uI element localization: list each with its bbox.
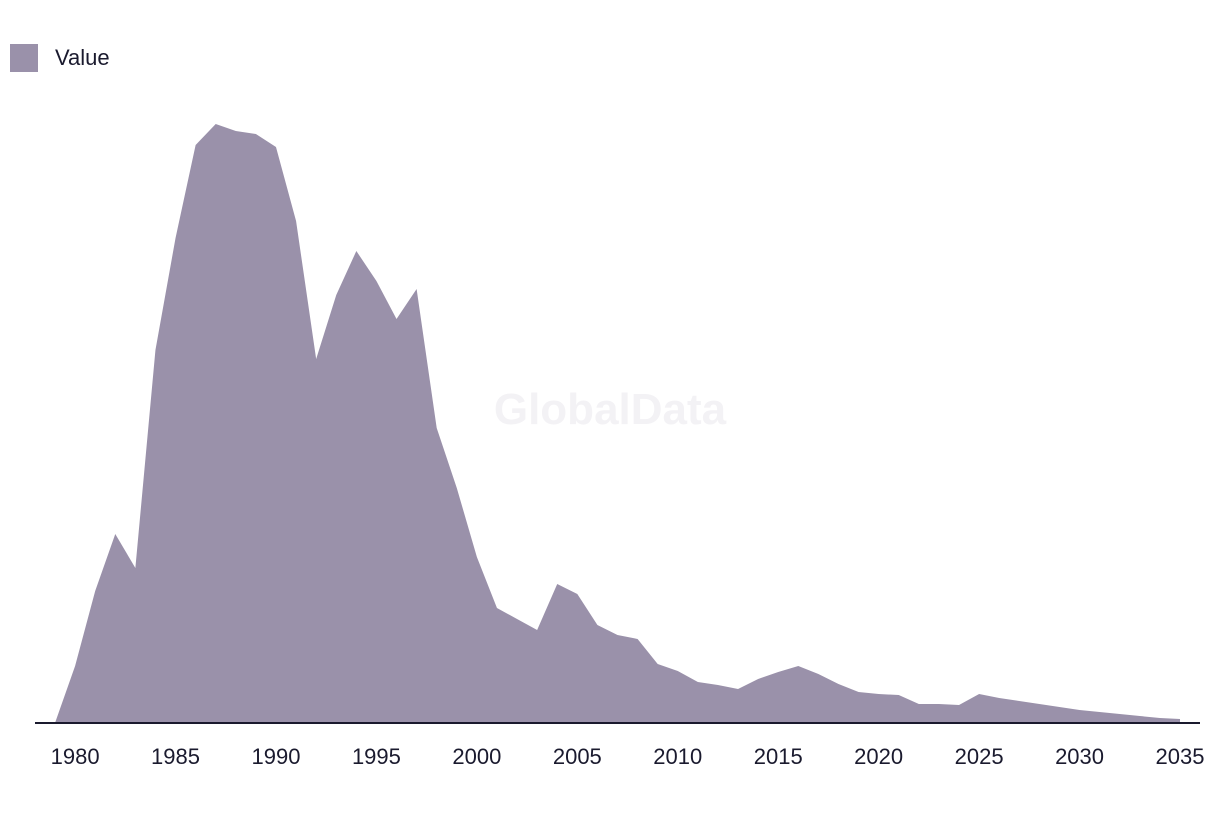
x-tick-label: 1980 — [51, 744, 100, 769]
chart-legend: Value — [10, 44, 110, 72]
legend-label: Value — [55, 45, 110, 70]
x-tick-label: 1995 — [352, 744, 401, 769]
area-layer — [55, 124, 1180, 723]
x-tick-label: 2025 — [955, 744, 1004, 769]
x-axis-ticks: 1980 1985 1990 1995 2000 2005 2010 2015 2020 2025… — [51, 744, 1205, 769]
watermark-text: GlobalData — [494, 385, 727, 434]
x-tick-label: 2005 — [553, 744, 602, 769]
area-series-0 — [55, 124, 1180, 723]
x-tick-label: 1985 — [151, 744, 200, 769]
x-tick-label: 2035 — [1156, 744, 1205, 769]
x-tick-label: 2015 — [754, 744, 803, 769]
x-tick-label: 2010 — [653, 744, 702, 769]
x-tick-label: 2030 — [1055, 744, 1104, 769]
x-tick-label: 2020 — [854, 744, 903, 769]
x-tick-label: 2000 — [452, 744, 501, 769]
x-tick-label: 1990 — [252, 744, 301, 769]
legend-swatch — [10, 44, 38, 72]
